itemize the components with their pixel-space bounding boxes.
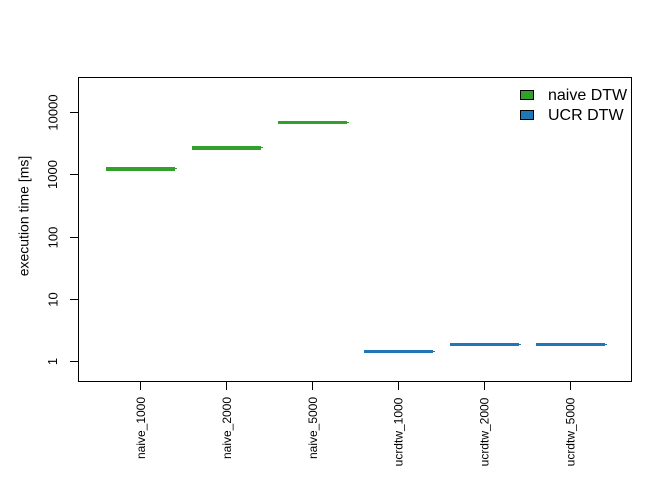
y-tick-label-10: 10 xyxy=(45,292,61,307)
data-segment-naive_5000 xyxy=(278,120,347,125)
legend-swatch-ucr-dtw xyxy=(520,110,534,120)
y-tick-label-100: 100 xyxy=(44,226,60,248)
x-axis-tick-ucrdtw_5000 xyxy=(570,382,571,390)
x-axis-tick-naive_5000 xyxy=(312,382,313,390)
x-tick-label-ucrdtw_1000: ucrdtw_1000 xyxy=(391,397,406,466)
data-segment-ucrdtw_1000 xyxy=(364,349,433,354)
x-tick-label-ucrdtw_5000: ucrdtw_5000 xyxy=(563,397,578,466)
data-segment-end-naive_5000 xyxy=(347,121,349,123)
x-tick-label-naive_1000: naive_1000 xyxy=(133,396,148,460)
data-segment-naive_2000 xyxy=(192,146,261,150)
x-tick-label-ucrdtw_2000: ucrdtw_2000 xyxy=(477,397,492,466)
y-tick-label-10000: 10000 xyxy=(45,94,61,131)
plot-area xyxy=(78,77,632,382)
data-segment-ucrdtw_5000 xyxy=(536,342,605,347)
x-axis-tick-naive_2000 xyxy=(226,382,227,390)
legend-label-ucr-dtw: UCR DTW xyxy=(548,107,624,124)
y-axis-tick-10000 xyxy=(70,112,78,114)
data-segment-end-naive_1000 xyxy=(175,168,177,170)
y-axis-title: execution time [ms] xyxy=(14,155,31,277)
data-segment-naive_1000 xyxy=(106,167,175,171)
y-tick-label-1: 1 xyxy=(45,358,61,366)
y-axis-tick-100 xyxy=(70,236,78,238)
data-segment-end-ucrdtw_1000 xyxy=(433,351,435,353)
x-tick-label-naive_5000: naive_5000 xyxy=(305,396,320,460)
data-segment-ucrdtw_2000 xyxy=(450,342,519,347)
y-axis-tick-1 xyxy=(70,361,78,363)
data-segment-end-naive_2000 xyxy=(261,147,263,149)
y-axis-tick-1000 xyxy=(70,174,78,176)
x-tick-label-naive_2000: naive_2000 xyxy=(219,396,234,460)
x-axis-tick-naive_1000 xyxy=(140,382,141,390)
y-tick-label-1000: 1000 xyxy=(44,160,60,190)
data-segment-end-ucrdtw_2000 xyxy=(519,343,521,345)
x-axis-tick-ucrdtw_2000 xyxy=(484,382,485,390)
legend-swatch-naive-dtw xyxy=(520,90,534,100)
legend-label-naive-dtw: naive DTW xyxy=(548,87,628,104)
data-segment-end-ucrdtw_5000 xyxy=(605,343,607,345)
y-axis-tick-10 xyxy=(70,298,78,300)
x-axis-tick-ucrdtw_1000 xyxy=(398,382,399,390)
